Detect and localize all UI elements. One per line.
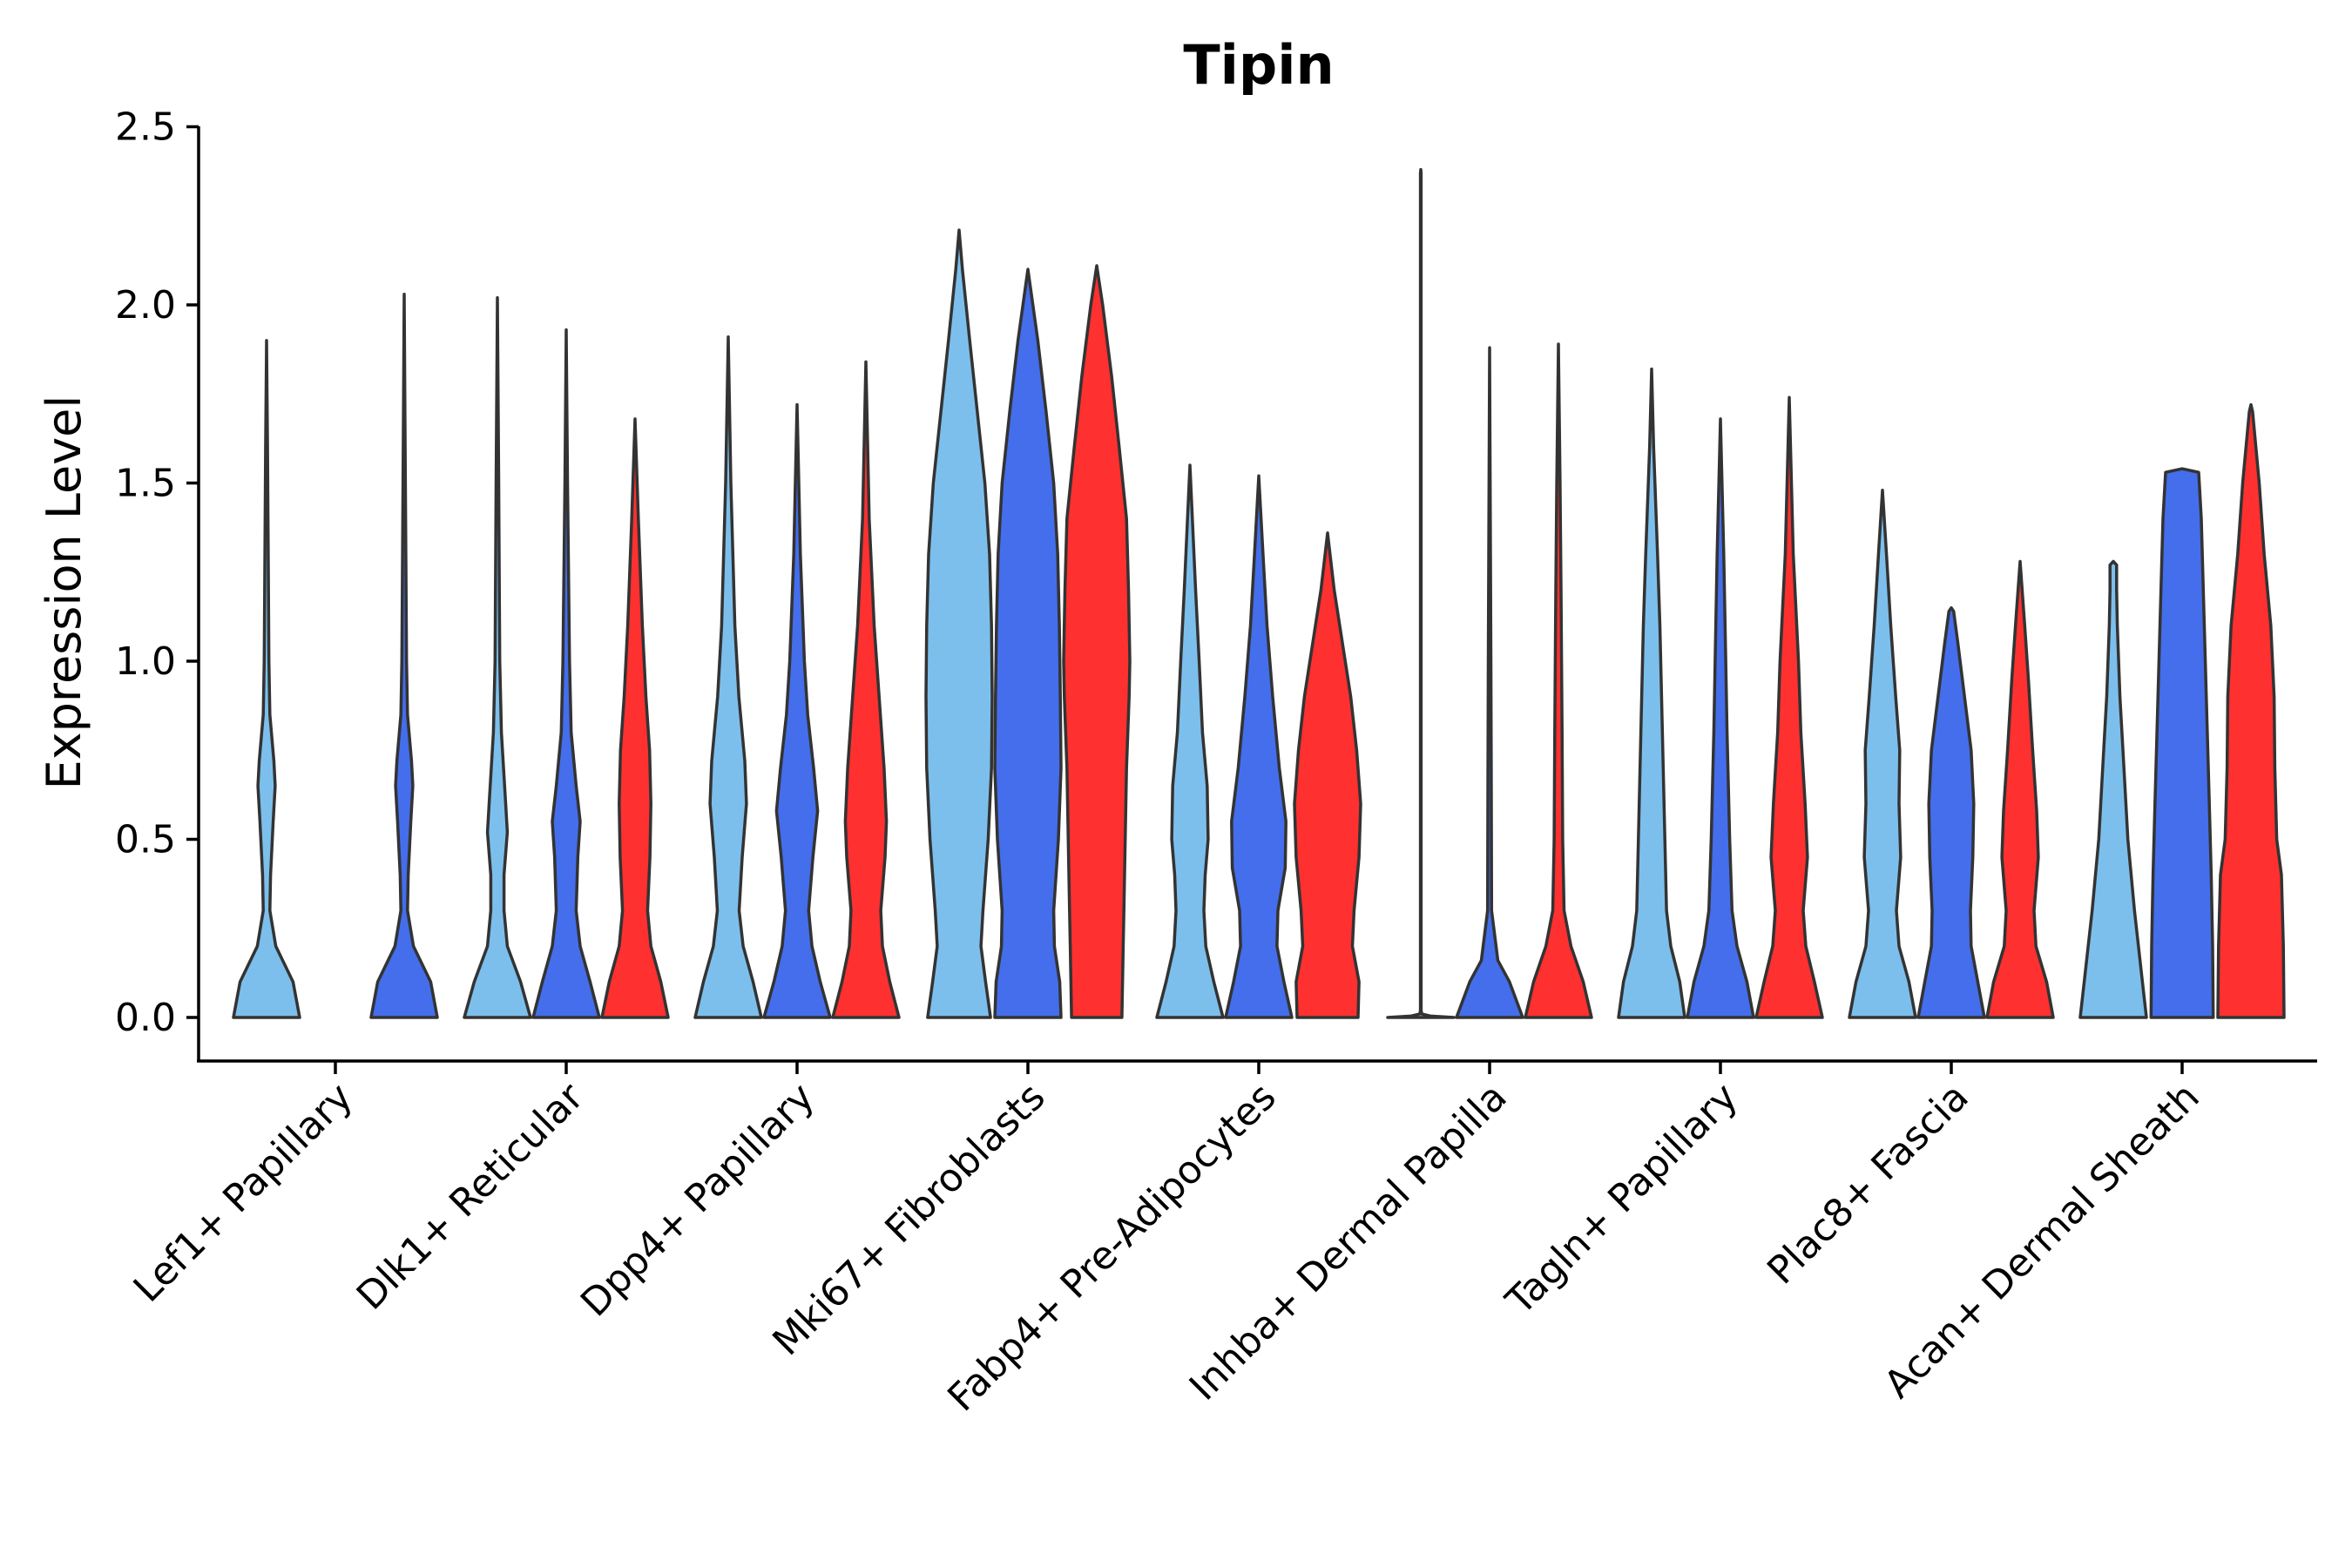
violin-shape	[762, 402, 832, 1019]
y-tick-label: 2.5	[115, 105, 176, 150]
violin-shape	[1617, 367, 1686, 1019]
y-ticks-group: 0.0 0.5 1.0 1.5 2.0 2.5	[115, 105, 199, 1040]
violin-shape	[1754, 395, 1824, 1019]
violin-shape	[1686, 417, 1755, 1019]
y-tick-label: 1.0	[115, 639, 176, 684]
violin-shape	[531, 328, 601, 1019]
violin-shape	[693, 335, 763, 1019]
violin-shape	[1155, 463, 1225, 1019]
x-category-label: Dlk1+ Reticular	[348, 1074, 593, 1319]
violin-shape	[1524, 342, 1593, 1019]
violin-shape	[924, 228, 994, 1019]
violin-shape	[463, 296, 532, 1019]
x-category-label: Tagln+ Papillary	[1497, 1075, 1747, 1324]
violin-shape	[232, 339, 301, 1019]
violin-shape	[2216, 402, 2286, 1019]
violin-shape	[1916, 605, 1986, 1019]
violin-shape	[1224, 474, 1294, 1019]
y-tick-label: 0.5	[115, 818, 176, 862]
axes-group	[197, 126, 2317, 1063]
y-tick-label: 2.0	[115, 283, 176, 328]
y-tick-label: 0.0	[115, 996, 176, 1040]
violin-shape	[2149, 467, 2215, 1019]
violin-shape	[2078, 559, 2148, 1019]
x-category-label: Lef1+ Papillary	[125, 1075, 362, 1311]
x-category-label: Dpp4+ Papillary	[572, 1075, 823, 1326]
violin-shape	[369, 292, 439, 1019]
violin-shape	[1848, 488, 1917, 1019]
chart-title: Tipin	[1183, 33, 1334, 97]
violin-shape	[1386, 167, 1456, 1019]
violin-shape	[831, 360, 901, 1019]
violin-shape	[600, 417, 670, 1019]
violin-shape	[1062, 264, 1132, 1019]
y-tick-label: 1.5	[115, 462, 176, 506]
x-category-label: Plac8+ Fascia	[1759, 1075, 1977, 1294]
violin-shape	[1985, 559, 2055, 1019]
violin-shape	[1293, 531, 1362, 1019]
violin-shape	[1455, 346, 1524, 1019]
violin-shape	[993, 267, 1063, 1019]
violins-group	[232, 167, 2286, 1019]
y-axis-label: Expression Level	[37, 395, 91, 790]
